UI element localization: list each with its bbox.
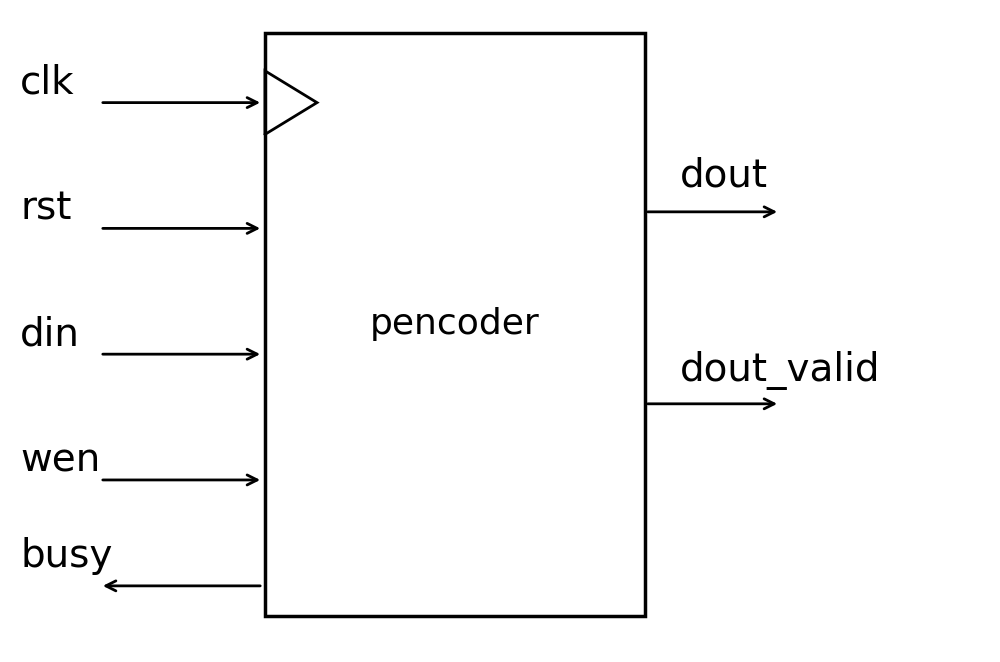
- Text: pencoder: pencoder: [370, 307, 540, 342]
- Text: busy: busy: [20, 537, 112, 575]
- Bar: [265, 33, 645, 616]
- Text: din: din: [20, 315, 80, 354]
- Text: wen: wen: [20, 441, 100, 479]
- Text: dout_valid: dout_valid: [680, 352, 881, 390]
- Text: clk: clk: [20, 64, 75, 102]
- Text: dout: dout: [680, 156, 768, 195]
- Text: rst: rst: [20, 189, 71, 228]
